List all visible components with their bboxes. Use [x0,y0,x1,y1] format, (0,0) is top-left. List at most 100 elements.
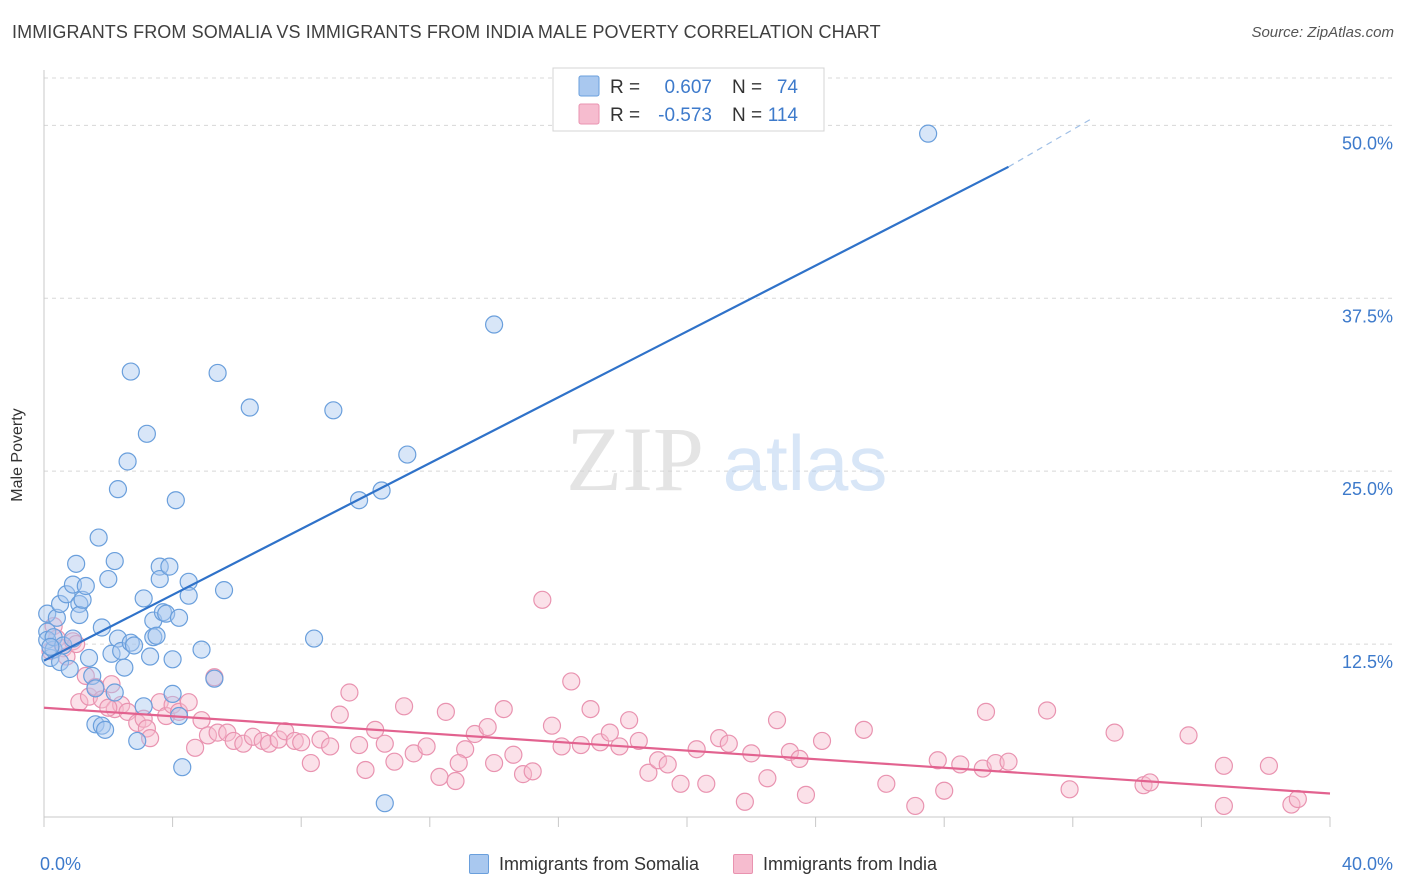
somalia-point [86,679,105,698]
india-point [758,769,777,788]
somalia-point [205,669,224,688]
india-point [311,730,330,749]
india-point [1259,756,1279,775]
india-point [854,720,873,739]
legend-r-value-2: -0.573 [658,105,712,126]
somalia-point [208,363,227,383]
india-point [208,723,227,742]
india-point [767,711,787,730]
somalia-point [163,650,182,669]
india-point [292,733,311,752]
somalia-point [324,401,343,420]
india-point [562,672,581,691]
somalia-point [173,758,192,777]
india-point [1060,780,1079,799]
india-point [999,752,1018,771]
gridlines [44,77,1392,645]
legend-swatch-india [733,854,753,874]
india-point [796,785,816,804]
india-point [485,753,504,773]
legend-n-label-1: N = [732,77,762,98]
y-axis-label: Male Poverty [9,408,26,502]
watermark-zip: ZIP [566,408,704,510]
india-point [430,767,449,786]
axes [43,70,1331,827]
india-point [1214,756,1234,775]
somalia-point [375,794,394,813]
india-point [234,734,253,753]
watermark: ZIP atlas [566,408,887,510]
india-point [417,737,436,756]
legend-r-label-1: R = [610,77,640,98]
somalia-point [166,491,185,510]
somalia-point [169,608,189,627]
india-point [697,774,716,793]
india-point [629,731,648,751]
legend-r-value-1: 0.607 [664,77,712,98]
y-tick-label: 50.0% [1342,133,1393,153]
india-point [906,796,925,816]
india-point [192,711,211,730]
india-point [719,734,738,753]
india-point [935,781,954,800]
somalia-point [99,569,118,589]
india-point [812,731,832,751]
series-legend-label-somalia: Immigrants from Somalia [498,853,699,874]
x-tick-label: 0.0% [40,854,81,874]
india-point [340,683,359,702]
somalia-point [95,720,115,739]
somalia-point [38,604,57,623]
india-point [687,740,706,759]
india-point [600,723,619,742]
india-point [449,753,468,773]
somalia-point [50,594,70,614]
somalia-point [89,528,108,547]
somalia-point [150,569,169,589]
india-point [301,753,320,773]
somalia-point [140,647,160,666]
correlation-legend: R = 0.607 N = 74 R = -0.573 N = 114 [552,67,825,132]
watermark-atlas: atlas [723,419,888,507]
somalia-point [73,590,92,609]
somalia-point [398,445,417,464]
india-point [321,737,340,756]
india-point [877,774,896,793]
somalia-point [121,362,140,381]
somalia-point [128,731,147,751]
india-point [658,755,677,774]
india-point [375,734,394,753]
x-tick-label: 40.0% [1342,854,1393,874]
india-point [446,771,465,791]
india-point [533,590,552,609]
somalia-point [67,554,86,573]
x-tick-labels: 0.0% 40.0% [40,854,1393,874]
india-point [620,711,639,730]
somalia-point [485,315,504,334]
series-legend: Immigrants from Somalia Immigrants from … [0,852,1406,876]
y-tick-label: 25.0% [1342,479,1393,499]
india-point [356,760,375,780]
india-point [928,751,947,770]
somalia-point [60,659,79,679]
somalia-trend-line [43,165,1010,662]
somalia-trend-extension [1008,117,1093,168]
legend-swatch-somalia [468,854,489,874]
somalia-point [47,608,66,627]
somalia-point [70,605,89,625]
somalia-point [115,658,134,677]
y-tick-label: 37.5% [1342,306,1393,326]
india-point [671,774,690,793]
somalia-point [108,480,128,499]
india-point [1037,701,1057,720]
india-point [478,717,497,737]
india-point [99,698,118,717]
somalia-point [63,629,83,648]
india-point [385,752,404,771]
india-trend-line [43,706,1331,795]
india-point [648,751,668,770]
legend-n-label-2: N = [732,105,762,126]
india-point [1105,723,1124,742]
india-point [349,735,369,755]
legend-swatch-somalia [578,75,600,97]
somalia-point [41,637,60,656]
